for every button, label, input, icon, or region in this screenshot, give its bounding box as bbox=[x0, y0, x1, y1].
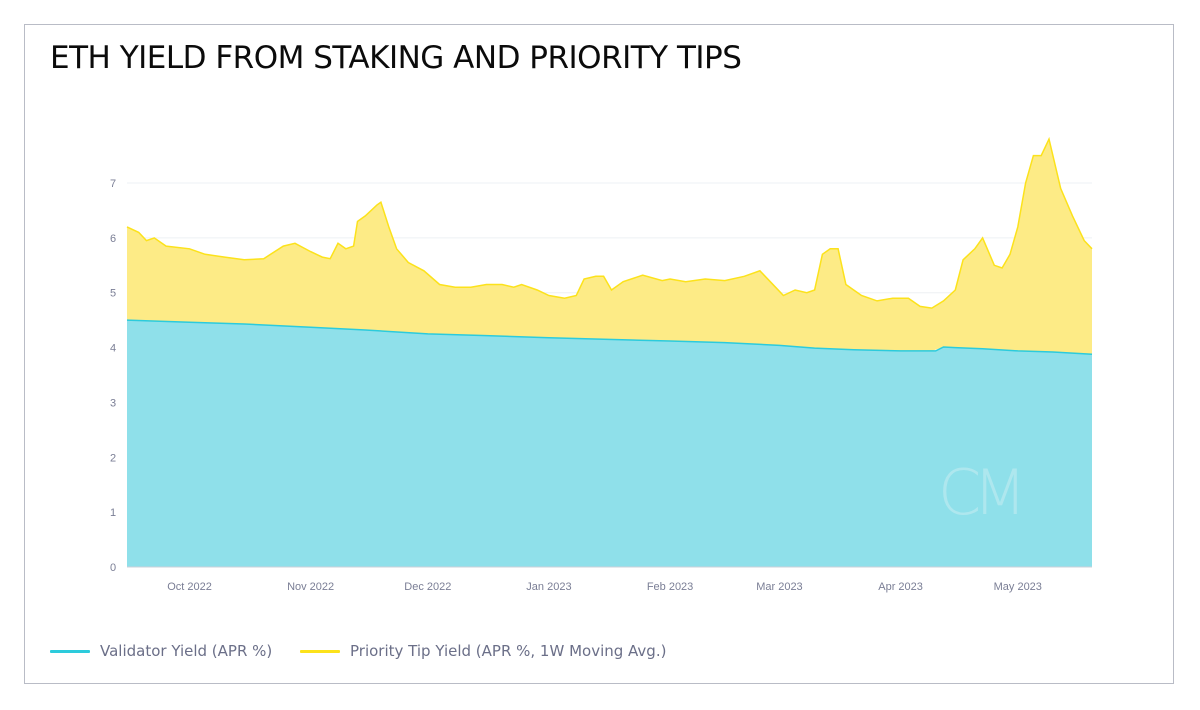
legend-swatch-tip bbox=[300, 649, 340, 653]
y-tick-label: 5 bbox=[110, 288, 116, 300]
x-tick-label: Apr 2023 bbox=[878, 581, 923, 593]
x-tick-label: May 2023 bbox=[994, 581, 1042, 593]
y-tick-label: 0 bbox=[110, 562, 116, 574]
legend-item-tip[interactable]: Priority Tip Yield (APR %, 1W Moving Avg… bbox=[300, 641, 666, 661]
x-tick-label: Mar 2023 bbox=[756, 581, 802, 593]
x-tick-label: Feb 2023 bbox=[647, 581, 693, 593]
area-layer bbox=[126, 136, 1093, 567]
series-line-priority-tip bbox=[126, 136, 1093, 309]
x-tick-label: Dec 2022 bbox=[404, 581, 451, 593]
legend-label-validator: Validator Yield (APR %) bbox=[100, 642, 273, 660]
series-area-priority-tip bbox=[127, 139, 1092, 355]
legend-item-validator[interactable]: Validator Yield (APR %) bbox=[50, 641, 272, 661]
series-area-validator bbox=[127, 320, 1092, 567]
y-tick-label: 2 bbox=[110, 452, 116, 464]
y-tick-label: 7 bbox=[110, 178, 116, 190]
series-line-validator bbox=[126, 319, 1093, 355]
watermark-logo: CM bbox=[938, 456, 1027, 529]
legend-swatch-validator bbox=[50, 649, 90, 653]
x-tick-label: Jan 2023 bbox=[526, 581, 571, 593]
y-tick-label: 4 bbox=[110, 343, 116, 355]
y-tick-label: 6 bbox=[110, 233, 116, 245]
chart-title: ETH YIELD FROM STAKING AND PRIORITY TIPS bbox=[50, 40, 742, 76]
x-tick-label: Oct 2022 bbox=[167, 581, 212, 593]
axis-layer: 0 1 2 3 4 5 6 7 Oct 2022 Nov 2022 Dec 2022 Jan 2023… bbox=[110, 178, 1092, 593]
x-tick-label: Nov 2022 bbox=[287, 581, 334, 593]
y-tick-label: 3 bbox=[110, 397, 116, 409]
legend-label-tip: Priority Tip Yield (APR %, 1W Moving Avg… bbox=[350, 642, 667, 660]
y-tick-label: 1 bbox=[110, 507, 116, 519]
